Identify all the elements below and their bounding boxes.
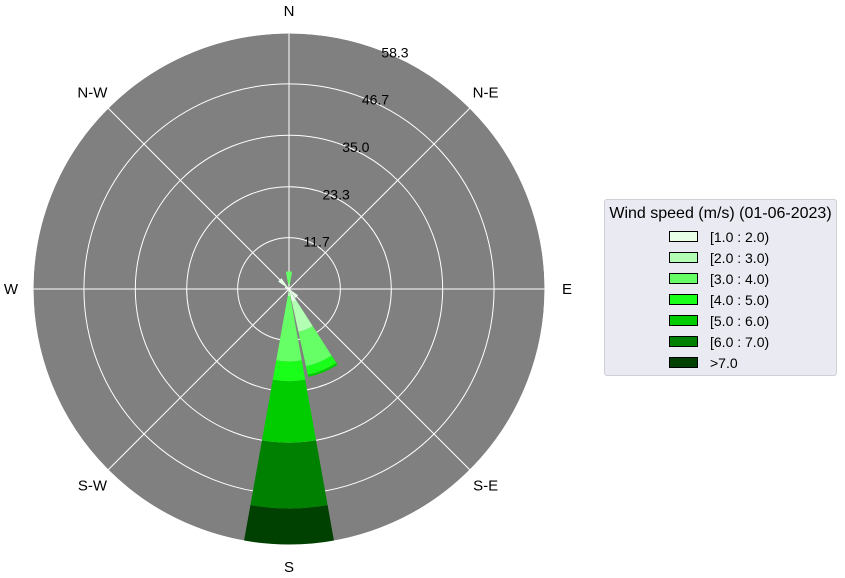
legend-swatch	[669, 357, 698, 368]
legend-swatch	[669, 294, 698, 305]
direction-label: N	[284, 3, 295, 20]
legend-swatch	[669, 231, 698, 242]
direction-label: W	[4, 281, 19, 298]
legend-label: [6.0 : 7.0)	[710, 333, 770, 350]
legend-swatch	[669, 252, 698, 263]
grid-spoke	[107, 107, 290, 290]
wind-bar-segment	[276, 295, 302, 362]
radial-tick-label: 11.7	[304, 234, 330, 250]
wind-bar-segment	[261, 379, 317, 443]
polar-outline	[32, 32, 546, 546]
grid-spoke	[288, 107, 471, 290]
wind-bar-segment	[288, 283, 290, 285]
wind-bar-segment	[288, 284, 290, 289]
legend-label: [3.0 : 4.0)	[710, 270, 770, 287]
direction-label: N-E	[473, 84, 499, 101]
radial-tick-label: 58.3	[381, 44, 408, 60]
direction-label: S	[284, 559, 294, 576]
wind-bar-segment	[272, 360, 306, 382]
legend-items: [1.0 : 2.0) [2.0 : 3.0) [3.0 : 4.0) [4.0 : …	[605, 226, 836, 373]
legend-item: [1.0 : 2.0)	[669, 226, 836, 247]
wind-bar-segment	[284, 286, 289, 289]
legend-title: Wind speed (m/s) (01-06-2023)	[609, 205, 832, 222]
legend-swatch	[669, 336, 698, 347]
wind-bar-segment	[291, 300, 313, 332]
legend-label: >7.0	[710, 354, 738, 371]
radial-tick-label: 46.7	[362, 92, 389, 108]
legend-label: [1.0 : 2.0)	[710, 228, 770, 245]
direction-label: E	[562, 281, 572, 298]
wind-bar-segment	[289, 289, 297, 302]
legend-item: [2.0 : 3.0)	[669, 247, 836, 268]
legend-label: [2.0 : 3.0)	[710, 249, 770, 266]
legend: Wind speed (m/s) (01-06-2023) [1.0 : 2.0…	[604, 199, 837, 376]
wind-bar-segment	[307, 362, 338, 377]
wind-bar-segment	[298, 325, 332, 367]
polar-plot-area	[32, 32, 546, 546]
radial-tick-label: 23.3	[323, 186, 350, 202]
legend-item: [3.0 : 4.0)	[669, 268, 836, 289]
direction-label: S-E	[473, 478, 498, 495]
legend-swatch	[669, 273, 698, 284]
direction-label: N-W	[77, 84, 108, 101]
direction-label: S-W	[78, 478, 108, 495]
wind-bar-segment	[288, 289, 290, 293]
axis-labels: N N-E E S-E S S-W W N-W 11.7 23.3 35.0 46.7 58.3	[4, 3, 572, 576]
wind-bar-segment	[305, 355, 337, 375]
legend-label: [5.0 : 6.0)	[710, 312, 770, 329]
wind-bar-segment	[287, 292, 291, 297]
wind-bar-segment	[250, 440, 328, 509]
legend-item: [6.0 : 7.0)	[669, 331, 836, 352]
legend-item: [5.0 : 6.0)	[669, 310, 836, 331]
grid-spoke	[107, 288, 290, 471]
legend-swatch	[669, 315, 698, 326]
legend-label: [4.0 : 5.0)	[710, 291, 770, 308]
wind-bar-segment	[278, 278, 289, 289]
radial-tick-label: 35.0	[342, 139, 369, 155]
wind-bar-segment	[285, 271, 293, 284]
wind-bar-segment	[289, 289, 299, 299]
legend-item: [4.0 : 5.0)	[669, 289, 836, 310]
legend-item: >7.0	[669, 352, 836, 373]
wind-bar-segment	[243, 505, 335, 545]
grid-spoke	[288, 288, 471, 471]
